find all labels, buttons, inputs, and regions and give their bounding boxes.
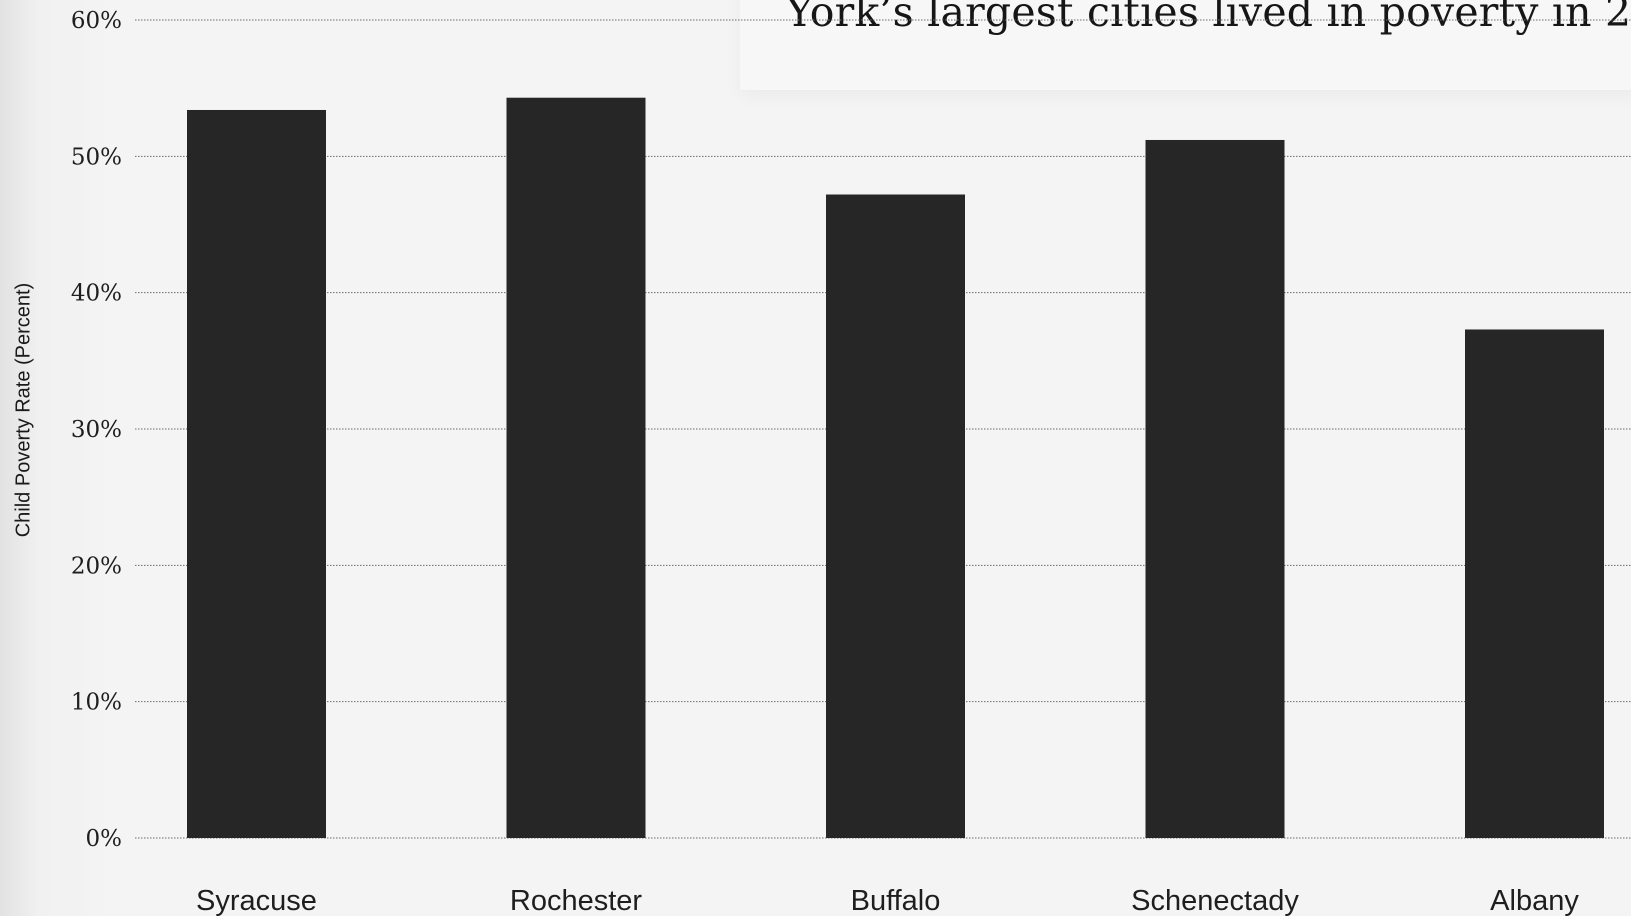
y-tick-label: 10% <box>71 690 122 716</box>
x-category-label: Schenectady <box>1131 885 1299 916</box>
bars <box>187 97 1604 839</box>
bar-syracuse <box>187 109 326 839</box>
bar-albany <box>1465 329 1604 838</box>
title-panel <box>740 0 1631 90</box>
bar-buffalo <box>826 194 965 839</box>
x-category-labels: Syracuse Rochester Buffalo Schenectady Alban… <box>196 885 1579 916</box>
x-category-label: Syracuse <box>196 885 317 916</box>
y-tick-label: 30% <box>71 417 122 443</box>
y-tick-label: 0% <box>86 826 123 852</box>
chart-title: York’s largest cities lived in poverty i… <box>786 0 1631 36</box>
y-tick-label: 60% <box>71 8 122 34</box>
bar-rochester <box>506 97 646 838</box>
y-tick-label: 40% <box>71 281 122 307</box>
y-tick-label: 50% <box>71 144 122 170</box>
x-category-label: Rochester <box>510 885 643 916</box>
y-tick-label: 20% <box>71 553 122 579</box>
bar-schenectady <box>1145 139 1285 838</box>
y-tick-labels: 0% 10% 20% 30% 40% 50% 60% <box>71 8 122 852</box>
x-category-label: Albany <box>1490 885 1579 916</box>
x-category-label: Buffalo <box>851 885 941 916</box>
